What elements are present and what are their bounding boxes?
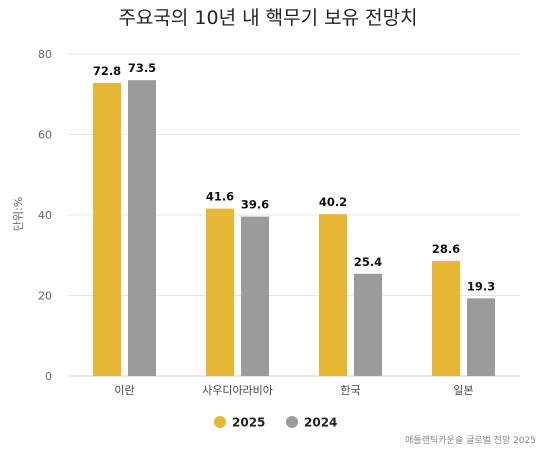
data-label: 73.5: [128, 61, 156, 75]
legend-marker-2024: [286, 416, 298, 428]
legend-label-2025: 2025: [232, 416, 265, 430]
category-labels: 이란 사우디아라비아 한국 일본: [114, 383, 473, 397]
legend: 2025 2024: [214, 416, 337, 430]
y-tick-label: 80: [38, 48, 52, 61]
bar-2024-2: [354, 273, 382, 376]
data-label: 72.8: [93, 64, 121, 78]
data-label: 25.4: [354, 255, 382, 269]
bar-2025-0: [93, 82, 121, 376]
y-tick-label: 20: [38, 290, 52, 303]
bar-2025-1: [206, 208, 234, 376]
legend-label-2024: 2024: [304, 416, 337, 430]
data-label: 19.3: [467, 279, 495, 293]
category-label: 한국: [340, 384, 360, 397]
data-label: 28.6: [432, 242, 460, 256]
legend-marker-2025: [214, 416, 226, 428]
y-tick-label: 60: [38, 129, 52, 142]
bar-2025-2: [319, 214, 347, 376]
chart-title: 주요국의 10년 내 핵무기 보유 전망치: [118, 7, 417, 29]
data-label: 39.6: [241, 198, 269, 212]
y-tick-label: 0: [45, 370, 52, 383]
category-label: 사우디아라비아: [202, 384, 273, 397]
bars: [93, 80, 495, 376]
category-label: 이란: [114, 384, 134, 397]
category-label: 일본: [453, 383, 473, 397]
y-axis-ticks: 0 20 40 60 80: [38, 48, 52, 383]
bar-2024-0: [128, 80, 156, 376]
bar-2024-3: [467, 298, 495, 376]
bar-2025-3: [432, 260, 460, 376]
y-tick-label: 40: [38, 209, 52, 222]
data-label: 40.2: [319, 195, 347, 209]
data-labels: 72.8 73.5 41.6 39.6 40.2 25.4 28.6 19.3: [93, 61, 495, 293]
data-label: 41.6: [206, 190, 234, 204]
bar-2024-1: [241, 216, 269, 376]
y-axis-label: 단위:%: [12, 197, 25, 231]
source-note: 애틀랜틱카운슬 글로벌 전망 2025: [405, 434, 536, 446]
